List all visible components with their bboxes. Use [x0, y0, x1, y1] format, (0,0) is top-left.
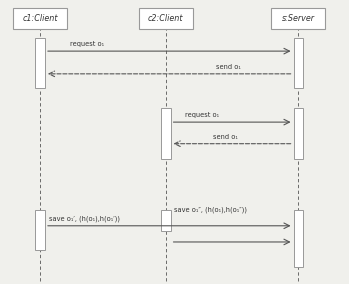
Bar — [294, 210, 303, 267]
Bar — [35, 210, 45, 250]
Bar — [161, 210, 171, 231]
Text: send o₁: send o₁ — [213, 134, 238, 140]
Bar — [294, 108, 303, 159]
Text: s:Server: s:Server — [282, 14, 315, 23]
Text: request o₁: request o₁ — [70, 41, 104, 47]
Bar — [13, 8, 67, 29]
Bar — [35, 38, 45, 88]
Text: c1:Client: c1:Client — [22, 14, 58, 23]
Text: save o₁″, (h(o₁),h(o₁″)): save o₁″, (h(o₁),h(o₁″)) — [174, 206, 247, 213]
Text: send o₁: send o₁ — [216, 64, 241, 70]
Bar — [139, 8, 193, 29]
Bar — [294, 38, 303, 88]
Text: c2:Client: c2:Client — [148, 14, 184, 23]
Text: save o₁′, (h(o₁),h(o₁′)): save o₁′, (h(o₁),h(o₁′)) — [49, 216, 120, 222]
Bar — [161, 108, 171, 159]
Bar — [271, 8, 325, 29]
Text: request o₁: request o₁ — [185, 112, 219, 118]
